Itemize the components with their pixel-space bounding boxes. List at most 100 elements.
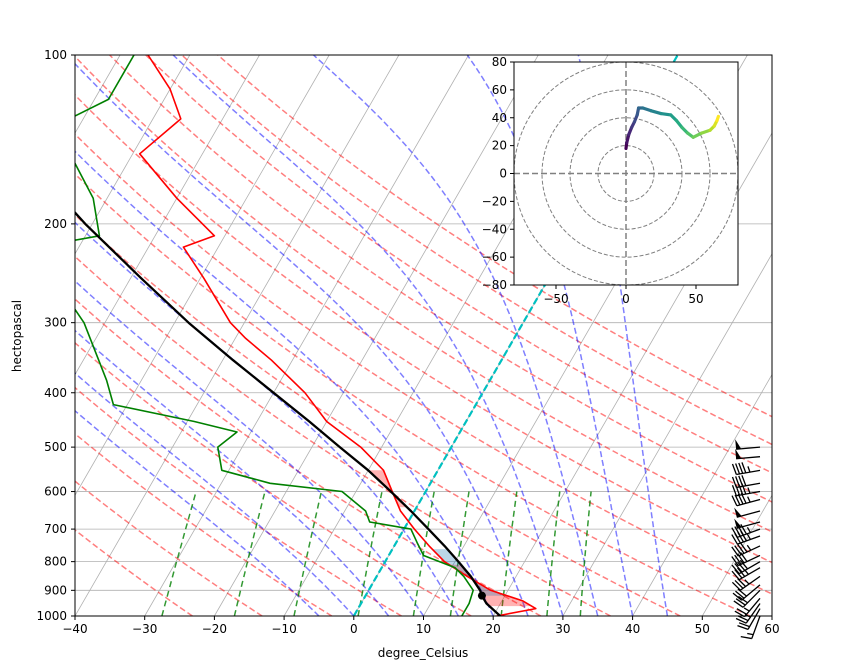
y-tick-label: 900: [44, 583, 67, 597]
wind-barb-half: [746, 533, 751, 540]
hodograph-y-tick-label: −40: [482, 222, 507, 236]
x-tick-label: 0: [350, 622, 358, 636]
wind-barb-full: [734, 563, 743, 573]
x-tick-label: −20: [202, 622, 227, 636]
isotherm-gridline: [75, 55, 260, 376]
dry-adiabat: [109, 55, 772, 503]
x-tick-label: −40: [62, 622, 87, 636]
x-tick-label: −10: [271, 622, 296, 636]
wind-barb-staff: [744, 597, 761, 618]
wind-barb-full: [731, 581, 741, 591]
wind-barb-staff: [739, 575, 761, 591]
hodograph-y-tick-label: 60: [492, 83, 507, 97]
wind-barb: [731, 475, 761, 489]
wind-barb-staff: [741, 584, 761, 601]
wind-barb-full: [735, 598, 746, 606]
moist-adiabat: [75, 372, 355, 616]
wind-barb-full: [735, 463, 741, 475]
hodograph-y-tick-label: 20: [492, 139, 507, 153]
moist-adiabat: [312, 55, 599, 616]
moist-adiabat: [75, 62, 529, 616]
hodograph-y-tick-label: −80: [482, 278, 507, 292]
isotherm-gridline: [562, 253, 772, 616]
wind-barb-half: [747, 466, 751, 473]
wind-barb-full: [735, 617, 747, 624]
wind-barb-flag: [734, 507, 742, 518]
wind-barb-staff: [737, 528, 761, 538]
wind-barb-staff: [736, 469, 761, 476]
moist-adiabat: [75, 150, 494, 616]
dry-adiabat: [75, 93, 772, 564]
x-tick-label: 40: [625, 622, 640, 636]
wind-barb-staff: [736, 498, 761, 507]
wind-barb-staff: [747, 608, 761, 630]
isotherm-gridline: [144, 55, 469, 616]
y-tick-label: 600: [44, 485, 67, 499]
wind-barb-full: [737, 543, 745, 554]
wind-barb-full: [741, 462, 747, 474]
wind-barb-full: [737, 588, 747, 597]
cin-shading: [432, 549, 507, 596]
dry-adiabat: [75, 480, 263, 616]
wind-barb-staff: [738, 567, 761, 581]
dewpoint-profile: [75, 55, 475, 616]
wind-barb: [731, 542, 761, 557]
y-tick-label: 200: [44, 217, 67, 231]
hodograph-y-tick-label: 0: [499, 167, 507, 181]
mixing-ratio-line: [579, 491, 592, 616]
wind-barb-full: [737, 578, 747, 587]
wind-barb-flag: [735, 439, 742, 450]
y-tick-label: 500: [44, 440, 67, 454]
wind-barb-half: [744, 579, 750, 585]
wind-barb-full: [734, 526, 742, 537]
wind-barb-half: [746, 526, 751, 533]
wind-barb: [731, 462, 761, 476]
wind-barb-staff: [737, 554, 761, 567]
wind-barb-staff: [745, 603, 761, 624]
wind-barb-full: [735, 590, 745, 599]
dry-adiabat: [75, 298, 542, 616]
x-tick-label: 30: [555, 622, 570, 636]
moist-adiabat: [75, 221, 459, 616]
dry-adiabat: [75, 55, 772, 533]
wind-barb-full: [738, 622, 750, 628]
wind-barb-full: [733, 600, 744, 608]
dry-adiabat: [75, 386, 402, 616]
freezing-isotherm: [352, 55, 679, 616]
hodograph-y-tick-label: 40: [492, 111, 507, 125]
y-axis-label: hectopascal: [10, 300, 24, 372]
wind-barb: [734, 507, 761, 518]
wind-barb: [731, 575, 761, 591]
dry-adiabat: [75, 255, 611, 616]
wind-barb: [740, 615, 761, 640]
mixing-ratio-line: [293, 491, 323, 616]
wind-barb-full: [740, 636, 752, 640]
x-tick-label: 50: [695, 622, 710, 636]
mixing-ratio-line: [161, 491, 197, 616]
wind-barb-full: [737, 615, 749, 622]
mixing-ratio-line: [357, 491, 383, 616]
wind-barb-half: [747, 487, 751, 494]
lcl-marker: [477, 591, 486, 600]
mixing-ratio-line: [449, 491, 470, 616]
wind-barb-half: [743, 607, 750, 612]
wind-barb-full: [731, 527, 739, 538]
wind-barb-staff: [736, 490, 761, 497]
hodograph-segment: [649, 109, 663, 116]
wind-barb-full: [739, 559, 749, 570]
y-tick-label: 300: [44, 316, 67, 330]
x-tick-label: −30: [132, 622, 157, 636]
x-tick-label: 10: [416, 622, 431, 636]
wind-barb-full: [738, 475, 744, 487]
parcel-profile: [75, 210, 501, 616]
y-tick-label: 1000: [36, 609, 67, 623]
wind-barb-flag: [735, 448, 742, 459]
wind-barb-full: [735, 476, 741, 488]
wind-barb-full: [731, 546, 739, 557]
wind-barb-full: [741, 475, 747, 487]
wind-barb-staff: [737, 545, 761, 557]
dry-adiabat: [75, 213, 681, 616]
wind-barb-staff: [736, 456, 761, 460]
hodograph-axes: −50 0 50 80 60 40 20 0 −20 −40 −60 −80: [482, 55, 739, 306]
y-tick-label: 700: [44, 522, 67, 536]
